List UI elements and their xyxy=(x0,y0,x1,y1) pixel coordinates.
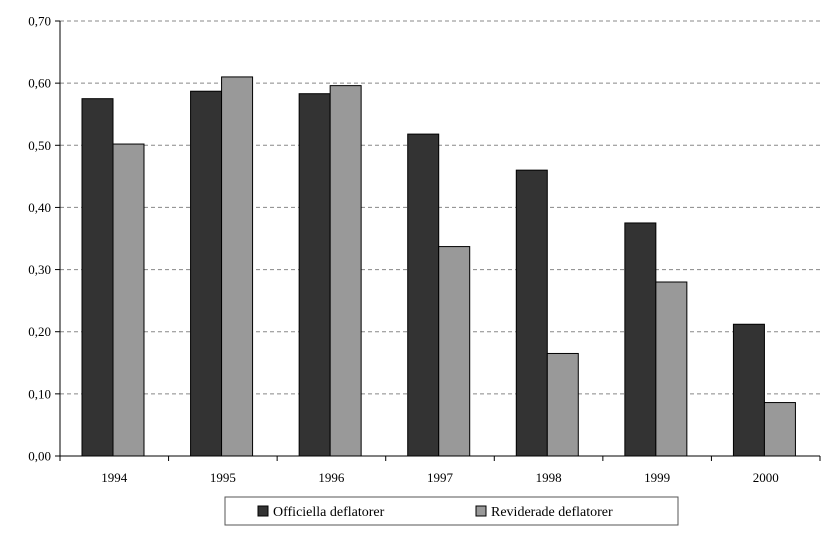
bar-reviderade-1995 xyxy=(221,76,254,457)
y-tick-label: 0,70 xyxy=(28,14,51,29)
y-tick-label: 0,20 xyxy=(28,324,51,339)
x-tick-label: 1995 xyxy=(210,470,236,485)
x-tick-label: 1996 xyxy=(318,470,345,485)
bar-officiella-2000 xyxy=(732,323,765,457)
bar-reviderade-1997 xyxy=(438,246,471,457)
bar-officiella-1997 xyxy=(407,133,440,457)
bar-officiella-1995 xyxy=(190,90,223,457)
bar-reviderade-2000 xyxy=(763,402,796,457)
y-tick-label: 0,10 xyxy=(28,386,51,401)
bar-reviderade-1996 xyxy=(329,85,362,457)
y-axis-ticks: 0,00 0,10 0,20 0,30 0,40 0,50 0,60 0,70 xyxy=(28,14,60,464)
legend-swatch-officiella xyxy=(257,505,269,517)
bar-reviderade-1999 xyxy=(655,281,688,457)
x-tick-label: 1998 xyxy=(536,470,562,485)
bar-officiella-1994 xyxy=(81,98,114,457)
bar-reviderade-1998 xyxy=(546,352,579,457)
legend: Officiella deflatorer Reviderade deflato… xyxy=(224,496,679,526)
axes xyxy=(59,21,820,457)
bars xyxy=(81,76,796,457)
x-tick-label: 2000 xyxy=(753,470,779,485)
y-tick-label: 0,00 xyxy=(28,449,51,464)
legend-box xyxy=(224,496,679,526)
y-tick-label: 0,30 xyxy=(28,262,51,277)
bar-officiella-1999 xyxy=(624,222,657,457)
y-tick-label: 0,40 xyxy=(28,200,51,215)
y-tick-label: 0,60 xyxy=(28,76,51,91)
bar-officiella-1998 xyxy=(515,169,548,457)
y-tick-label: 0,50 xyxy=(28,138,51,153)
bar-officiella-1996 xyxy=(298,93,331,457)
x-tick-label: 1994 xyxy=(101,470,128,485)
x-axis-ticks: 1994 1995 1996 1997 1998 1999 2000 xyxy=(59,456,821,485)
x-tick-label: 1999 xyxy=(644,470,670,485)
legend-label-officiella: Officiella deflatorer xyxy=(273,505,385,520)
x-tick-label: 1997 xyxy=(427,470,454,485)
legend-label-reviderade: Reviderade deflatorer xyxy=(491,505,613,520)
legend-swatch-reviderade xyxy=(475,505,487,517)
bar-reviderade-1994 xyxy=(112,143,145,457)
